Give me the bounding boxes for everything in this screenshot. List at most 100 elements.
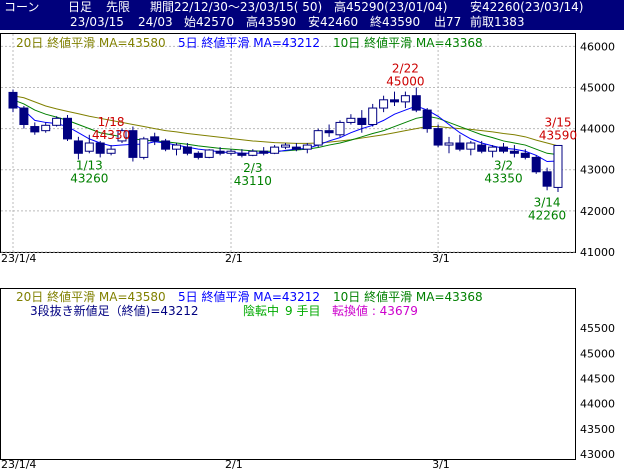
candle-body: [335, 121, 345, 136]
candle-body: [73, 140, 83, 154]
sub-x-tick-label: 23/1/4: [1, 458, 36, 471]
candle-body: [128, 130, 138, 158]
candle-body: [117, 130, 127, 142]
candle-body: [84, 142, 94, 152]
annotation-date: 1/13: [76, 158, 103, 172]
candle-body: [302, 144, 312, 150]
candle-body: [324, 130, 334, 134]
candle-body: [400, 95, 410, 103]
candle-body: [281, 144, 290, 148]
sub-y-tick-label: 43000: [580, 448, 615, 461]
candle-body: [466, 142, 476, 150]
candle-body: [150, 136, 160, 142]
candle-body: [226, 150, 236, 154]
symbol-label: コーン: [4, 0, 40, 14]
legend-ma20: 20日 終値平滑 MA=43580: [16, 36, 166, 50]
candle-body: [8, 91, 18, 109]
candle-body: [95, 142, 105, 154]
candle-body: [422, 109, 432, 130]
quote-prev: 前取1383: [470, 15, 525, 29]
candle-body: [237, 152, 247, 156]
main-x-tick-label: 3/1: [432, 252, 450, 265]
annotation-value: 44330: [92, 128, 130, 142]
candle-body: [215, 150, 225, 154]
main-y-tick-label: 44000: [580, 123, 615, 136]
quote-open: 始42570: [184, 15, 235, 29]
candle-body: [313, 130, 323, 146]
annotation-date: 3/2: [494, 158, 513, 172]
legend-ma10: 10日 終値平滑 MA=43368: [333, 36, 483, 50]
candle-body: [368, 107, 378, 125]
candle-body: [63, 117, 72, 140]
candle-body: [270, 146, 280, 154]
candle-body: [499, 146, 508, 152]
main-y-tick-label: 43000: [580, 164, 615, 177]
quote-volume: 出77: [434, 15, 462, 29]
interval-label: 日足: [68, 0, 93, 14]
candle-body: [291, 146, 301, 150]
ohlc-bar: 23/03/15 24/03 始42570 高43590 安42460 終435…: [0, 15, 624, 30]
renko-legend: 3段抜き新値足（終値)=43212: [30, 304, 199, 318]
sub-x-tick-label: 3/1: [432, 458, 450, 471]
candle-body: [182, 146, 192, 154]
candle-body: [542, 171, 552, 187]
quote-high: 高43590: [246, 15, 297, 29]
annotation-date: 1/18: [98, 115, 125, 129]
annotation-value: 43260: [70, 171, 108, 185]
candle-body: [172, 144, 181, 150]
sub-legend-ma5: 5日 終値平滑 MA=43212: [178, 290, 321, 304]
quote-close: 終43590: [370, 15, 421, 29]
title-bar: コーン 日足 先限 期間22/12/30～23/03/15( 50) 高4529…: [0, 0, 624, 15]
main-y-tick-label: 42000: [580, 205, 615, 218]
sub-y-tick-label: 44500: [580, 372, 615, 385]
annotation-date: 2/22: [392, 62, 419, 76]
legend-ma5: 5日 終値平滑 MA=43212: [178, 36, 321, 50]
contract-label: 先限: [106, 0, 131, 14]
quote-month: 24/03: [138, 15, 173, 29]
annotation-value: 42260: [528, 208, 566, 222]
candle-body: [509, 150, 519, 154]
sub-y-tick-label: 44000: [580, 398, 615, 411]
sub-y-tick-label: 45000: [580, 347, 615, 360]
candle-body: [52, 117, 62, 126]
candle-body: [357, 117, 367, 125]
candle-body: [346, 117, 356, 123]
annotation-value: 43110: [234, 174, 272, 188]
quote-low: 安42460: [308, 15, 359, 29]
candle-body: [477, 144, 487, 152]
period-label: 期間22/12/30～23/03/15( 50): [150, 0, 323, 14]
candle-body: [193, 152, 203, 158]
sub-y-tick-label: 43500: [580, 423, 615, 436]
candle-body: [390, 99, 399, 103]
annotation-date: 3/14: [534, 195, 561, 209]
period-low: 安42260(23/03/14): [470, 0, 584, 14]
annotation-value: 43350: [484, 171, 522, 185]
candle-body: [553, 144, 563, 188]
main-x-tick-label: 2/1: [225, 252, 243, 265]
candle-body: [444, 142, 454, 146]
main-y-tick-label: 46000: [580, 40, 615, 53]
main-x-tick-label: 23/1/4: [1, 252, 36, 265]
candle-body: [520, 152, 530, 158]
candle-body: [433, 128, 443, 146]
candle-body: [204, 149, 214, 158]
sub-legend-ma10: 10日 終値平滑 MA=43368: [333, 290, 483, 304]
candle-body: [259, 150, 269, 154]
sub-plot-frame: [0, 288, 576, 460]
sub-x-tick-label: 2/1: [225, 458, 243, 471]
renko-count: 9 手目: [285, 304, 321, 318]
annotation-value: 43590: [539, 128, 577, 142]
candle-body: [379, 99, 389, 109]
annotation-date: 2/3: [243, 161, 262, 175]
candle-body: [488, 146, 498, 152]
candle-body: [455, 142, 465, 150]
candle-body: [411, 95, 421, 111]
annotation-value: 45000: [386, 75, 424, 89]
period-high: 高45290(23/01/04): [334, 0, 448, 14]
candle-body: [19, 107, 29, 125]
candle-body: [248, 150, 258, 156]
renko-turn-value: 転換値 : 43679: [332, 304, 418, 318]
quote-date: 23/03/15: [70, 15, 124, 29]
renko-state: 陰転中: [243, 304, 280, 318]
